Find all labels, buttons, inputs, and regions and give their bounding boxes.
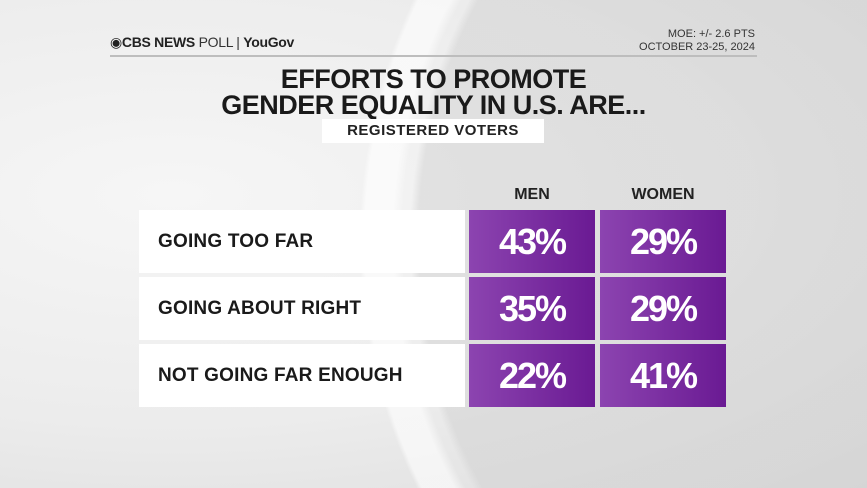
cell-men-value: 43% [498,221,567,262]
table-row: GOING TOO FAR 43% 29% [139,210,726,273]
row-label: GOING TOO FAR [139,210,465,273]
cell-men-value: 22% [498,355,567,396]
subtitle: REGISTERED VOTERS [322,119,544,143]
cell-women-value: 29% [629,288,698,329]
divider [110,55,757,57]
cell-men: 22% [469,344,595,407]
poll-meta: MOE: +/- 2.6 PTS OCTOBER 23-25, 2024 [639,28,755,54]
chart-title: EFFORTS TO PROMOTE GENDER EQUALITY IN U.S… [221,64,646,120]
cell-men: 43% [469,210,595,273]
column-header-men: MEN [514,186,550,203]
moe: MOE: +/- 2.6 PTS [667,28,755,40]
table-row: NOT GOING FAR ENOUGH 22% 41% [139,344,726,407]
cbs-yougov-logo: ◉CBS NEWS POLL | YouGov [110,34,295,50]
table-row: GOING ABOUT RIGHT 35% 29% [139,277,726,340]
cell-women: 41% [600,344,726,407]
dates: OCTOBER 23-25, 2024 [639,41,755,53]
cell-women: 29% [600,277,726,340]
cell-women-value: 29% [629,221,698,262]
cell-men: 35% [469,277,595,340]
cell-women: 29% [600,210,726,273]
cell-women-value: 41% [629,355,698,396]
column-header-women: WOMEN [631,186,695,203]
cell-men-value: 35% [498,288,567,329]
row-label: NOT GOING FAR ENOUGH [139,344,465,407]
row-label: GOING ABOUT RIGHT [139,277,465,340]
